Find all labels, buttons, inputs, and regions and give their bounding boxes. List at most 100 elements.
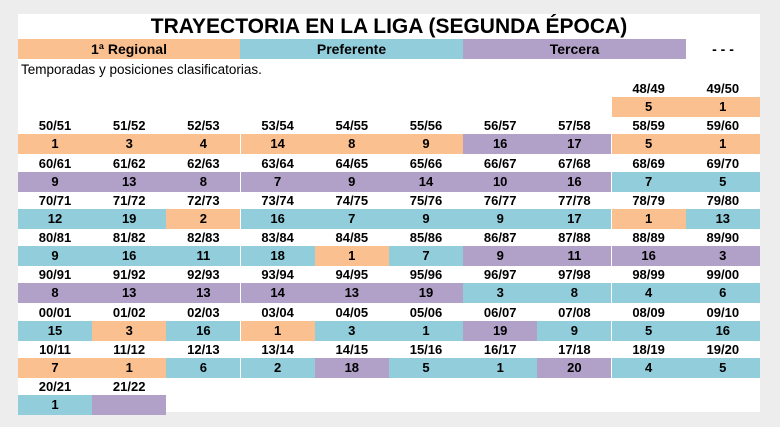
position-cell: 7	[611, 171, 686, 192]
position-cell: 14	[389, 171, 463, 192]
trajectory-panel: TRAYECTORIA EN LA LIGA (SEGUNDA ÉPOCA) 1…	[18, 14, 760, 415]
position-cell: 16	[537, 171, 612, 192]
season-label: 93/94	[261, 267, 294, 283]
position-cell: 4	[166, 134, 241, 155]
season-label: 03/04	[261, 304, 294, 320]
position-cell: 1	[389, 320, 463, 341]
season-label: 91/92	[112, 267, 146, 283]
position-cell: 3	[314, 320, 389, 341]
season-label: 53/54	[261, 118, 294, 134]
season-label: 86/87	[483, 230, 517, 245]
position-cell: 18	[314, 357, 389, 378]
season-label: 96/97	[483, 267, 517, 283]
season-label: 07/08	[558, 304, 591, 320]
season-label: 78/79	[632, 192, 665, 208]
season-label: 66/67	[483, 155, 517, 171]
position-cell: 9	[463, 246, 538, 266]
position-cell: 16	[685, 320, 760, 341]
position-cell: 1	[314, 246, 389, 266]
position-cell: 6	[685, 283, 760, 304]
position-cell: 13	[685, 208, 760, 229]
season-label: 06/07	[483, 304, 517, 320]
position-cell: 14	[240, 134, 315, 155]
position-cell: 9	[18, 246, 92, 266]
season-label: 71/72	[112, 192, 146, 208]
position-cell: 19	[92, 208, 167, 229]
season-label: 63/64	[261, 155, 294, 171]
position-cell: 20	[537, 357, 612, 378]
position-cell: 11	[537, 246, 612, 266]
position-cell: 8	[314, 134, 389, 155]
position-cell: 16	[166, 320, 241, 341]
season-label: 51/52	[112, 118, 146, 134]
position-cell: 1	[463, 357, 538, 378]
season-label: 75/76	[409, 192, 443, 208]
position-cell: 5	[685, 171, 760, 192]
position-cell: 7	[389, 246, 463, 266]
season-label: 68/69	[632, 155, 665, 171]
season-label: 04/05	[335, 304, 369, 320]
season-label: 95/96	[409, 267, 443, 283]
season-label: 76/77	[483, 192, 517, 208]
season-label: 80/81	[38, 230, 72, 245]
season-label: 19/20	[706, 341, 740, 357]
season-label: 87/88	[558, 230, 591, 245]
position-cell: 1	[240, 320, 315, 341]
season-label: 81/82	[112, 230, 146, 245]
position-cell: 7	[240, 171, 315, 192]
season-label: 08/09	[632, 304, 665, 320]
position-cell: 9	[314, 171, 389, 192]
position-cell: 9	[463, 208, 538, 229]
position-cell: 19	[463, 320, 538, 341]
season-label: 92/93	[187, 267, 220, 283]
position-cell: 1	[685, 134, 760, 155]
season-label: 73/74	[261, 192, 294, 208]
position-cell: 13	[166, 283, 241, 304]
position-cell: 16	[92, 246, 167, 266]
season-label: 74/75	[335, 192, 369, 208]
season-label: 14/15	[335, 341, 369, 357]
position-cell: 13	[92, 171, 167, 192]
legend-tercera: Tercera	[463, 39, 686, 59]
position-cell: 17	[537, 208, 612, 229]
season-label: 90/91	[38, 267, 72, 283]
position-cell: 15	[18, 320, 92, 341]
season-label: 09/10	[706, 304, 740, 320]
season-label: 77/78	[558, 192, 591, 208]
season-label: 05/06	[409, 304, 443, 320]
season-label: 84/85	[335, 230, 369, 245]
season-label: 64/65	[335, 155, 369, 171]
position-cell: 16	[463, 134, 538, 155]
season-label: 00/01	[38, 304, 72, 320]
season-label: 50/51	[38, 118, 72, 134]
legend-preferente: Preferente	[240, 39, 463, 59]
season-label: 82/83	[187, 230, 220, 245]
season-label: 99/00	[706, 267, 740, 283]
legend-1a-regional: 1ª Regional	[18, 39, 240, 59]
position-cell: 10	[463, 171, 538, 192]
season-label: 58/59	[632, 118, 665, 134]
season-label: 65/66	[409, 155, 443, 171]
position-cell: 14	[240, 283, 315, 304]
season-label: 83/84	[261, 230, 294, 245]
position-cell: 5	[611, 320, 686, 341]
season-label: 59/60	[706, 118, 740, 134]
position-cell: 5	[611, 97, 686, 117]
position-cell: 7	[18, 357, 92, 378]
season-label: 52/53	[187, 118, 220, 134]
season-label: 97/98	[558, 267, 591, 283]
season-label: 10/11	[39, 341, 71, 357]
position-cell: 1	[18, 134, 92, 155]
position-cell: 3	[92, 134, 167, 155]
position-cell: 5	[611, 134, 686, 155]
season-label: 15/16	[409, 341, 443, 357]
position-cell: 16	[240, 208, 315, 229]
season-label: 67/68	[558, 155, 591, 171]
position-cell: 3	[92, 320, 167, 341]
season-label: 57/58	[558, 118, 591, 134]
position-cell: 5	[685, 357, 760, 378]
position-cell: 4	[611, 357, 686, 378]
season-label: 02/03	[187, 304, 220, 320]
position-cell	[92, 395, 167, 415]
season-label: 85/86	[409, 230, 443, 245]
